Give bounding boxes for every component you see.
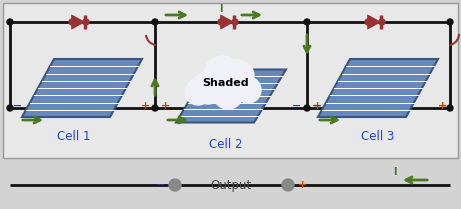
FancyBboxPatch shape <box>3 3 458 158</box>
Circle shape <box>447 105 453 111</box>
Circle shape <box>304 19 310 25</box>
Text: +: + <box>437 101 447 111</box>
Text: I: I <box>393 167 397 177</box>
Circle shape <box>235 77 261 103</box>
Circle shape <box>185 79 211 105</box>
Circle shape <box>7 105 13 111</box>
Text: −: − <box>156 180 165 190</box>
Circle shape <box>304 105 310 111</box>
Circle shape <box>213 79 243 109</box>
Text: +: + <box>297 180 307 190</box>
Polygon shape <box>176 70 286 122</box>
Polygon shape <box>71 15 85 29</box>
Circle shape <box>447 19 453 25</box>
Text: Output: Output <box>210 178 252 191</box>
Polygon shape <box>367 15 381 29</box>
Polygon shape <box>221 15 234 29</box>
Circle shape <box>232 19 238 25</box>
Circle shape <box>379 19 385 25</box>
Text: Cell 3: Cell 3 <box>361 130 395 143</box>
Text: −: − <box>13 101 23 111</box>
Circle shape <box>365 19 371 25</box>
Circle shape <box>192 72 224 104</box>
Text: Cell 1: Cell 1 <box>57 130 91 143</box>
Circle shape <box>152 105 158 111</box>
Circle shape <box>169 179 181 191</box>
Circle shape <box>222 60 254 92</box>
Circle shape <box>83 19 89 25</box>
Polygon shape <box>318 59 438 117</box>
Circle shape <box>282 179 294 191</box>
Text: Shaded: Shaded <box>203 78 249 88</box>
Text: +: + <box>313 101 322 111</box>
Circle shape <box>152 19 158 25</box>
Text: I: I <box>219 4 223 14</box>
Text: +: + <box>437 101 447 111</box>
Circle shape <box>218 19 224 25</box>
Circle shape <box>7 19 13 25</box>
Text: +: + <box>160 101 170 111</box>
Text: Cell 2: Cell 2 <box>209 138 243 151</box>
Text: −: − <box>312 101 322 111</box>
Text: −: − <box>292 101 301 111</box>
Text: +: + <box>141 101 150 111</box>
Circle shape <box>204 56 240 92</box>
Circle shape <box>69 19 75 25</box>
Polygon shape <box>22 59 142 117</box>
